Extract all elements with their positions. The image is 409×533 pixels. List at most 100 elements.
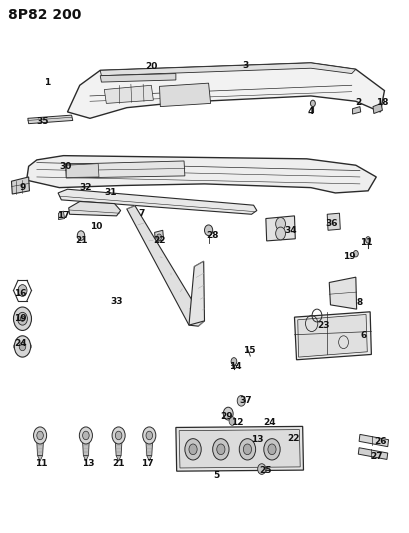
Polygon shape xyxy=(294,312,371,360)
Circle shape xyxy=(268,444,276,455)
Text: 22: 22 xyxy=(288,434,300,442)
Text: 37: 37 xyxy=(239,397,252,405)
Polygon shape xyxy=(266,216,295,241)
Text: 21: 21 xyxy=(76,237,88,245)
Text: 26: 26 xyxy=(374,437,387,446)
Text: 33: 33 xyxy=(110,297,123,305)
Text: 35: 35 xyxy=(37,117,49,126)
Circle shape xyxy=(276,227,285,240)
Circle shape xyxy=(185,439,201,460)
Polygon shape xyxy=(28,115,73,124)
Text: 19: 19 xyxy=(14,314,27,323)
Text: 3: 3 xyxy=(242,61,249,69)
Text: 24: 24 xyxy=(264,418,276,426)
Text: 7: 7 xyxy=(138,209,144,217)
Text: 31: 31 xyxy=(104,189,117,197)
Text: 14: 14 xyxy=(229,362,241,371)
Circle shape xyxy=(13,307,31,330)
Circle shape xyxy=(112,427,125,444)
Polygon shape xyxy=(353,107,361,114)
Polygon shape xyxy=(67,63,384,118)
Polygon shape xyxy=(66,164,99,177)
Circle shape xyxy=(258,464,266,474)
Circle shape xyxy=(83,431,89,440)
Polygon shape xyxy=(100,74,176,82)
Polygon shape xyxy=(146,442,153,456)
Polygon shape xyxy=(359,434,389,447)
Polygon shape xyxy=(115,442,122,456)
Circle shape xyxy=(213,439,229,460)
Text: 20: 20 xyxy=(145,62,157,71)
Circle shape xyxy=(189,444,197,455)
Circle shape xyxy=(146,431,153,440)
Circle shape xyxy=(37,431,43,440)
Polygon shape xyxy=(329,277,357,309)
Circle shape xyxy=(223,407,233,420)
Polygon shape xyxy=(14,342,16,350)
Polygon shape xyxy=(127,206,204,326)
Polygon shape xyxy=(38,456,43,461)
Text: 4: 4 xyxy=(308,108,314,116)
Polygon shape xyxy=(58,211,65,220)
Text: 8: 8 xyxy=(357,298,363,307)
Text: 24: 24 xyxy=(14,340,27,348)
Circle shape xyxy=(353,251,358,257)
Polygon shape xyxy=(11,177,29,194)
Text: 17: 17 xyxy=(57,212,70,220)
Text: 36: 36 xyxy=(325,220,337,228)
Polygon shape xyxy=(27,156,376,193)
Polygon shape xyxy=(298,314,367,357)
Circle shape xyxy=(143,427,156,444)
Text: 22: 22 xyxy=(153,237,166,245)
Polygon shape xyxy=(65,161,185,178)
Circle shape xyxy=(20,316,25,321)
Circle shape xyxy=(237,395,245,406)
Text: 28: 28 xyxy=(207,231,219,240)
Circle shape xyxy=(231,358,237,365)
Polygon shape xyxy=(83,442,89,456)
Text: 18: 18 xyxy=(376,98,389,107)
Text: 11: 11 xyxy=(35,459,47,468)
Text: 30: 30 xyxy=(59,162,72,171)
Text: 13: 13 xyxy=(82,459,94,468)
Text: 25: 25 xyxy=(260,466,272,474)
Circle shape xyxy=(18,312,27,325)
Text: 17: 17 xyxy=(141,459,153,468)
Circle shape xyxy=(157,234,162,240)
Circle shape xyxy=(19,342,26,351)
Text: 27: 27 xyxy=(370,453,382,461)
Text: 5: 5 xyxy=(213,471,220,480)
Text: 23: 23 xyxy=(317,321,329,329)
Polygon shape xyxy=(160,83,211,107)
Circle shape xyxy=(79,427,92,444)
Polygon shape xyxy=(176,426,303,471)
Circle shape xyxy=(366,237,371,243)
Polygon shape xyxy=(327,213,340,230)
Polygon shape xyxy=(147,456,152,461)
Circle shape xyxy=(77,231,85,240)
Polygon shape xyxy=(83,456,88,461)
Polygon shape xyxy=(29,342,31,350)
Text: 34: 34 xyxy=(284,226,297,235)
Polygon shape xyxy=(69,201,121,216)
Circle shape xyxy=(204,225,213,236)
Polygon shape xyxy=(37,442,43,456)
Text: 16: 16 xyxy=(14,289,27,297)
Text: 11: 11 xyxy=(360,238,372,247)
Text: 21: 21 xyxy=(112,459,125,468)
Circle shape xyxy=(239,439,256,460)
Text: 9: 9 xyxy=(19,183,26,192)
Polygon shape xyxy=(373,103,382,114)
Text: 12: 12 xyxy=(231,418,243,426)
Text: 8P82 200: 8P82 200 xyxy=(8,8,81,22)
Circle shape xyxy=(14,336,31,357)
Text: 19: 19 xyxy=(344,253,356,261)
Polygon shape xyxy=(104,85,153,103)
Circle shape xyxy=(115,431,122,440)
Polygon shape xyxy=(358,448,388,459)
Polygon shape xyxy=(58,189,257,214)
Text: 29: 29 xyxy=(221,413,233,421)
Polygon shape xyxy=(116,456,121,461)
Circle shape xyxy=(243,444,252,455)
Text: 15: 15 xyxy=(243,346,256,354)
